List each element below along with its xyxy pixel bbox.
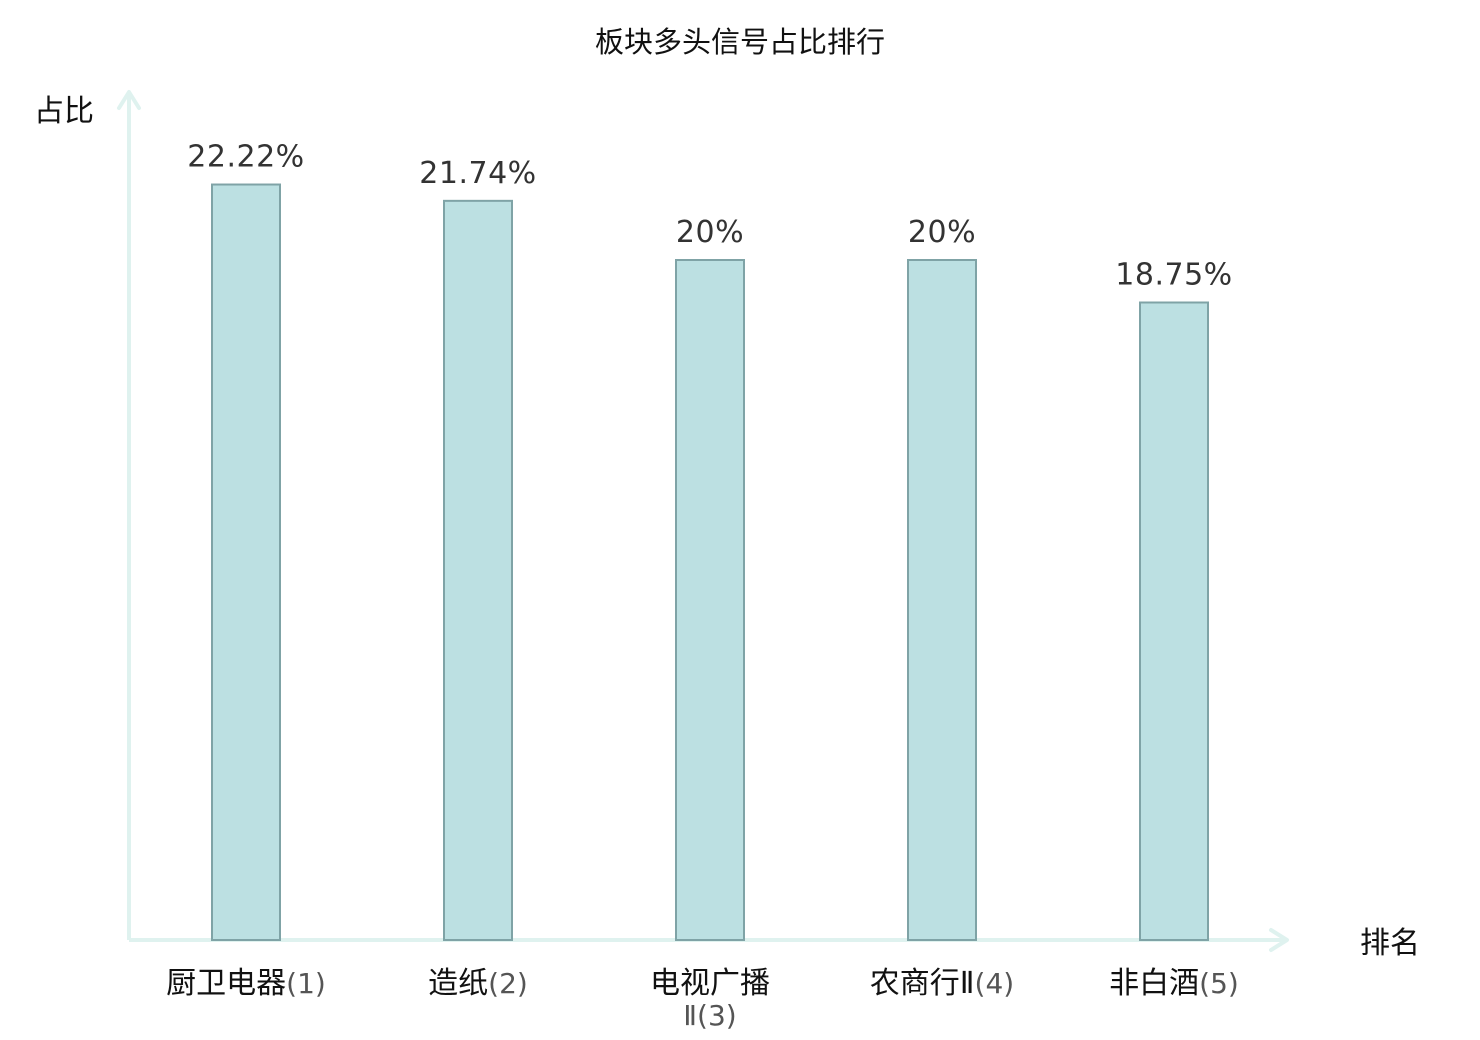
category-rank-2: (2) bbox=[488, 967, 528, 1000]
category-label-4: 农商行Ⅱ(4) bbox=[870, 966, 1014, 1001]
chart-title: 板块多头信号占比排行 bbox=[595, 25, 885, 59]
category-label-3-line-2: Ⅱ(3) bbox=[683, 999, 736, 1032]
category-rank-1: (1) bbox=[286, 967, 326, 1000]
value-label-4: 20% bbox=[908, 215, 976, 250]
bars-group bbox=[211, 183, 1209, 941]
category-label-1: 厨卫电器(1) bbox=[166, 966, 326, 1001]
category-name-4: 农商行Ⅱ bbox=[870, 966, 975, 1001]
x-axis-label: 排名 bbox=[1360, 926, 1420, 961]
bar-1 bbox=[211, 183, 281, 941]
category-name-5: 非白酒 bbox=[1109, 966, 1199, 1001]
value-label-2: 21.74% bbox=[419, 156, 536, 191]
category-name-1: 厨卫电器 bbox=[166, 966, 286, 1001]
bar-5 bbox=[1139, 301, 1209, 941]
category-label-5: 非白酒(5) bbox=[1109, 966, 1239, 1001]
category-name-2: 造纸 bbox=[428, 966, 488, 1001]
bar-4 bbox=[907, 259, 977, 941]
category-rank-4: (4) bbox=[975, 967, 1015, 1000]
y-axis-label: 占比 bbox=[34, 94, 94, 129]
bar-3 bbox=[675, 259, 745, 941]
value-label-5: 18.75% bbox=[1115, 258, 1232, 293]
x-axis-arrow bbox=[1269, 928, 1289, 952]
bar-2 bbox=[443, 199, 513, 941]
value-labels-group: 22.22% 21.74% 20% 20% 18.75% bbox=[187, 140, 1232, 293]
value-label-3: 20% bbox=[676, 215, 744, 250]
value-label-1: 22.22% bbox=[187, 140, 304, 175]
y-axis-arrow bbox=[117, 90, 141, 110]
category-label-2: 造纸(2) bbox=[428, 966, 528, 1001]
category-label-3-line-1: 电视广播 bbox=[650, 966, 770, 1001]
category-rank-5: (5) bbox=[1199, 967, 1239, 1000]
